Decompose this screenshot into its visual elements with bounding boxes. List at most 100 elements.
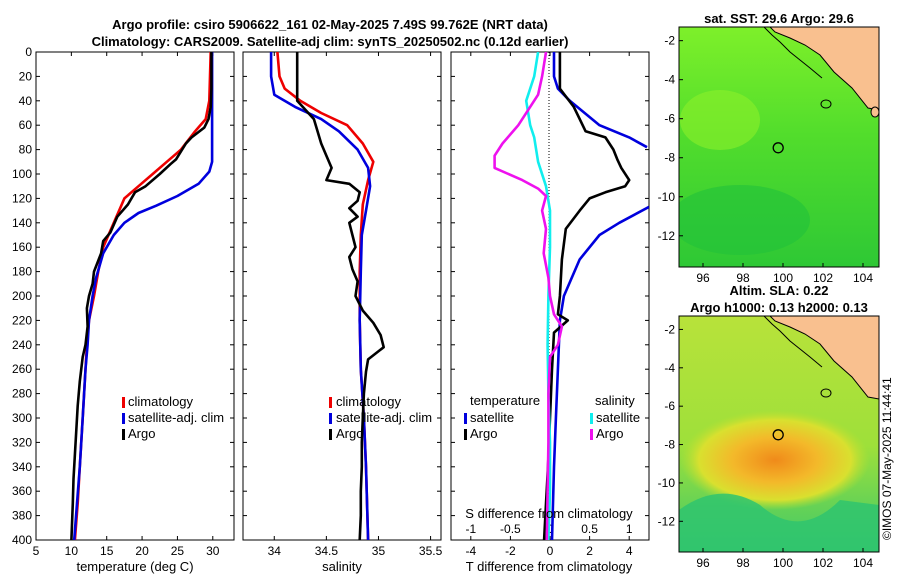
y-tick-label: 200 [12,289,32,303]
difference-top-ticks: -1 -0.5 0 0.5 1 [465,522,632,536]
series-line-argo [70,52,213,540]
map-y-tick-label: -4 [664,73,675,87]
x-tick-label: -4 [465,544,476,558]
map-x-tick-label: 96 [696,556,710,570]
map-y-tick-label: -4 [664,361,675,375]
y-tick-label: 20 [19,69,33,83]
y-tick-label: 80 [19,143,33,157]
map-x-tick-label: 98 [736,271,750,285]
temperature-panel: 0 20 40 60 80 100 120 140 160 180 200 220 240 260 280 3… [12,45,235,574]
title-line-1: Argo profile: csiro 5906622_161 02-May-2… [112,17,548,32]
temperature-y-ticks: 0 20 40 60 80 100 120 140 160 180 200 220 240 260 280 3… [12,45,234,547]
top-tick-label: -0.5 [500,522,521,536]
map-x-tick-label: 104 [853,556,873,570]
series-line-satellite-adj-clim [269,52,372,540]
map-y-tick-label: -2 [664,322,675,336]
map-x-tick-label: 96 [696,271,710,285]
map-x-tick-label: 102 [813,556,833,570]
legend-swatch-s-satellite [590,413,593,424]
y-tick-label: 0 [25,45,32,59]
sla-map-title-1: Altim. SLA: 0.22 [730,283,829,298]
legend-swatch-s-argo [590,429,593,440]
legend-salinity-header: salinity [595,393,635,408]
x-tick-label: 34.5 [315,544,339,558]
difference-x-ticks: -4 -2 0 2 4 [465,52,633,558]
sst-island-east [870,106,879,118]
top-tick-label: 0.5 [581,522,598,536]
map-y-tick-label: -6 [664,399,675,413]
map-y-tick-label: -8 [664,438,675,452]
sumatra-coast [769,27,879,111]
sla-low-anomaly [679,493,879,552]
y-tick-label: 260 [12,362,32,376]
x-tick-label: 5 [33,544,40,558]
legend-swatch-argo [122,429,125,440]
sla-map-ticks: 96 98 100 102 104 -2 -4 -6 -8 -10 -12 [658,322,874,570]
map-y-tick-label: -8 [664,151,675,165]
salinity-legend: climatology satellite-adj. clim Argo [329,394,432,441]
difference-top-x-label: S difference from climatology [465,506,633,521]
difference-x-label: T difference from climatology [466,559,633,574]
y-tick-label: 340 [12,460,32,474]
sst-map-panel: sat. SST: 29.6 Argo: 29.6 96 98 100 102 104 -… [658,11,880,285]
sst-map-frame [678,26,880,268]
main-title: Argo profile: csiro 5906622_161 02-May-2… [0,16,660,50]
x-tick-label: 0 [547,544,554,558]
y-tick-label: 40 [19,94,33,108]
y-tick-label: 140 [12,216,32,230]
temperature-x-ticks: 5 10 15 20 25 30 [33,52,220,558]
imos-stamp: ©IMOS 07-May-2025 11:44:41 [880,377,894,540]
sla-map-frame [678,315,880,553]
x-tick-label: 35 [372,544,386,558]
sla-island [820,388,832,398]
sumatra-coast [769,316,879,400]
y-tick-label: 320 [12,435,32,449]
map-y-tick-label: -10 [658,190,676,204]
sst-map-title: sat. SST: 29.6 Argo: 29.6 [704,11,854,26]
legend-temperature-header: temperature [470,393,540,408]
map-x-tick-label: 98 [736,556,750,570]
y-tick-label: 100 [12,167,32,181]
series-line-t-argo [542,52,631,540]
salinity-x-label: salinity [322,559,362,574]
map-y-tick-label: -12 [658,229,676,243]
sla-map-field [679,316,879,552]
sst-map-field [679,27,879,267]
map-x-tick-label: 102 [813,271,833,285]
salinity-panel: 34 34.5 35 35.5 salinity climatology satell… [242,51,443,574]
x-tick-label: 2 [586,544,593,558]
difference-y-ticks [451,51,649,541]
sla-island-chain [763,316,823,368]
series-line-t-satellite-deep [550,205,649,540]
salinity-y-ticks [243,51,441,541]
temperature-x-label: temperature (deg C) [76,559,193,574]
y-tick-label: 60 [19,118,33,132]
map-x-tick-label: 100 [773,271,793,285]
map-x-tick-label: 100 [773,556,793,570]
sst-argo-marker [772,142,784,154]
map-y-tick-label: -2 [664,34,675,48]
salinity-axes-frame [242,51,442,541]
x-tick-label: 35.5 [419,544,443,558]
legend-swatch-t-satellite [464,413,467,424]
legend-swatch-t-argo [464,429,467,440]
legend-label-t-satellite: satellite [470,410,514,425]
legend-label-argo: Argo [336,426,363,441]
sst-island [820,99,832,109]
legend-label-climatology: climatology [336,394,402,409]
legend-swatch-satellite [329,413,332,424]
sst-map-ticks: 96 98 100 102 104 -2 -4 -6 -8 -10 -12 [658,34,874,285]
salinity-lines [269,52,386,540]
y-tick-label: 180 [12,265,32,279]
difference-lines [493,52,649,540]
x-tick-label: 20 [135,544,149,558]
difference-panel: -4 -2 0 2 4 -1 -0.5 0 0.5 1 T difference from cl… [450,51,650,574]
legend-label-t-argo: Argo [470,426,497,441]
x-tick-label: 15 [100,544,114,558]
y-tick-label: 280 [12,387,32,401]
y-tick-label: 160 [12,240,32,254]
series-line-argo [295,52,386,540]
y-tick-label: 240 [12,338,32,352]
y-tick-label: 300 [12,411,32,425]
legend-label-s-argo: Argo [596,426,623,441]
